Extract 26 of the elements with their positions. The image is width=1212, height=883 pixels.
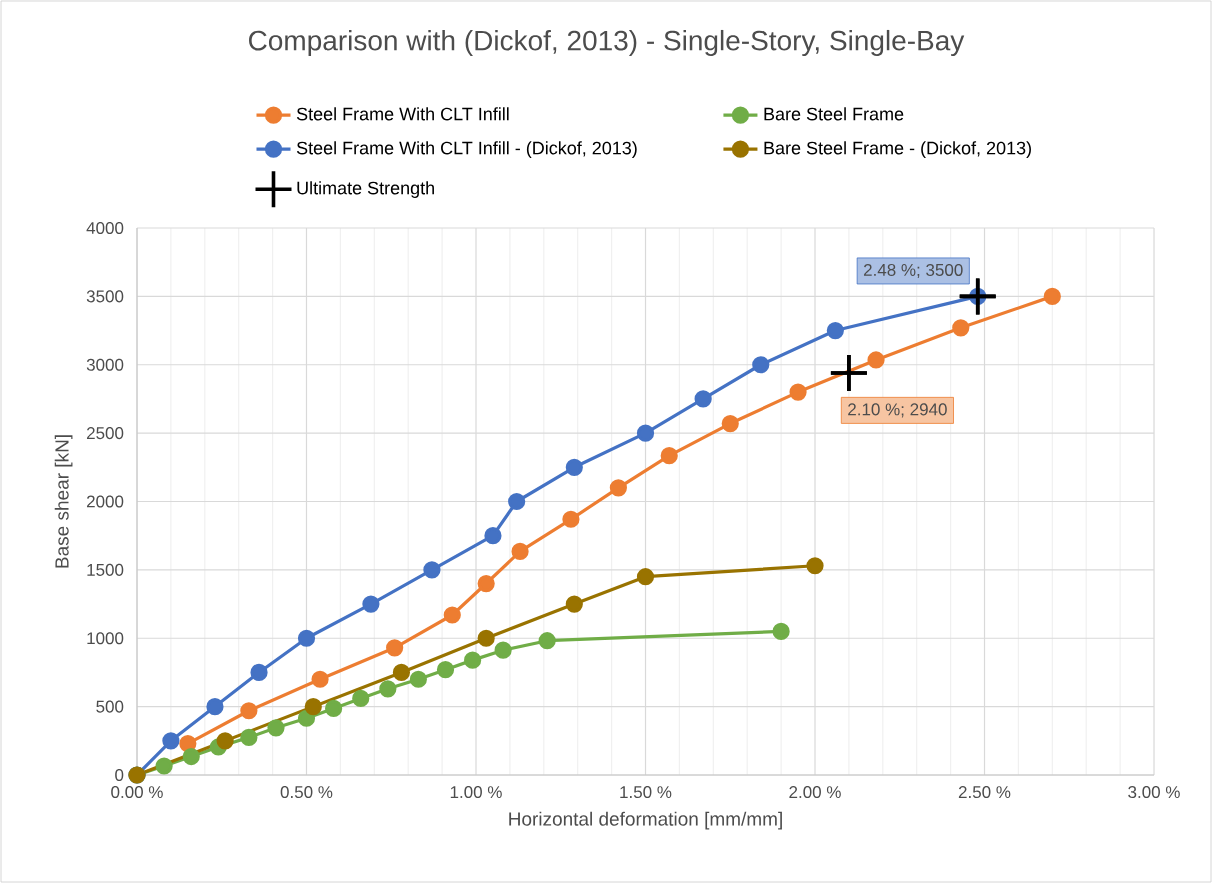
x-axis-title: Horizontal deformation [mm/mm] (509, 811, 782, 830)
y-tick-label: 3000 (86, 358, 124, 371)
y-tick-label: 500 (96, 700, 124, 713)
x-tick-label: 0.50 % (280, 786, 333, 799)
y-axis-title: Base shear [kN] (54, 435, 73, 568)
legend-label: Steel Frame With CLT Infill (296, 107, 509, 121)
x-tick-label: 3.00 % (1128, 786, 1180, 799)
y-tick-label: 2000 (86, 495, 124, 508)
x-tick-label: 1.00 % (450, 786, 502, 799)
legend-label: Ultimate Strength (297, 181, 434, 198)
y-tick-label: 1000 (87, 632, 124, 645)
y-tick-label: 3500 (86, 290, 124, 303)
legend-label: Bare Steel Frame - (Dickof, 2013) (764, 141, 1031, 158)
y-tick-label: 1500 (87, 563, 124, 576)
x-tick-label: 1.50 % (620, 786, 672, 799)
x-tick-label: 0.00 % (111, 786, 163, 799)
y-tick-label: 0 (115, 768, 124, 782)
legend-label: Bare Steel Frame (764, 107, 904, 121)
chart-title: Comparison with (Dickof, 2013) - Single-Story, Single-Bay (249, 29, 965, 57)
data-label: 2.48 %; 3500 (863, 263, 963, 278)
y-tick-label: 4000 (86, 221, 124, 234)
legend-label: Steel Frame With CLT Infill - (Dickof, 2013) (296, 141, 637, 158)
x-tick-label: 2.00 % (789, 786, 841, 799)
data-label: 2.10 %; 2940 (848, 403, 947, 418)
y-tick-label: 2500 (86, 427, 124, 440)
x-tick-label: 2.50 % (958, 786, 1011, 799)
